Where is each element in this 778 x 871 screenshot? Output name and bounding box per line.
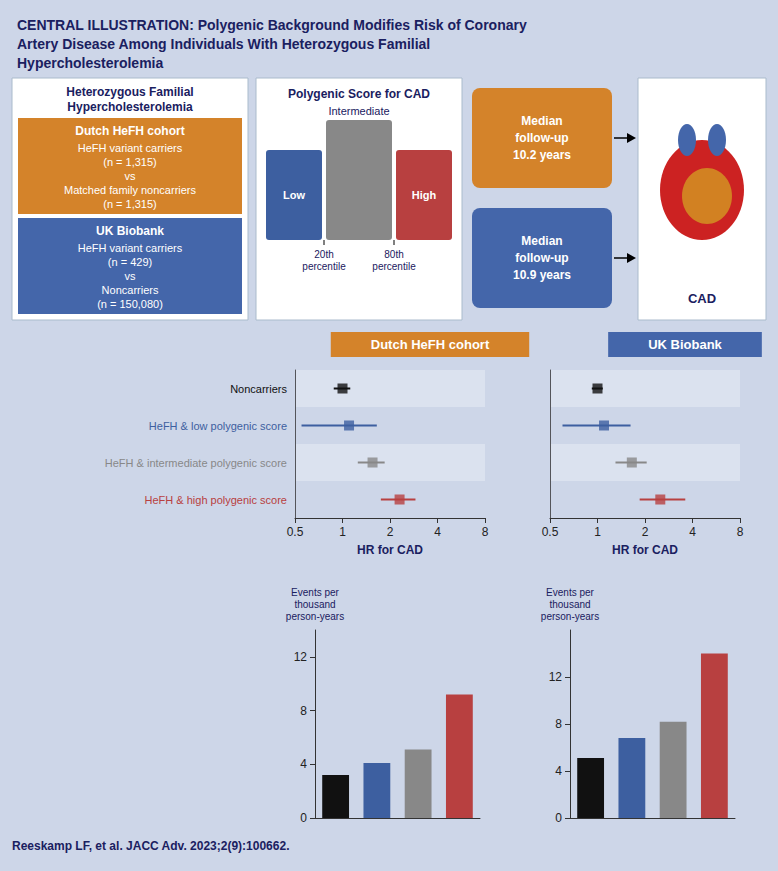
svg-text:HeFH & intermediate polygenic: HeFH & intermediate polygenic score bbox=[105, 457, 287, 469]
svg-text:person-years: person-years bbox=[286, 611, 344, 622]
svg-text:CENTRAL ILLUSTRATION: Polygeni: CENTRAL ILLUSTRATION: Polygenic Backgrou… bbox=[17, 17, 527, 33]
svg-text:vs: vs bbox=[125, 170, 137, 182]
svg-text:Median: Median bbox=[521, 114, 562, 128]
svg-text:Low: Low bbox=[283, 189, 305, 201]
svg-text:10.9 years: 10.9 years bbox=[513, 268, 571, 282]
svg-text:8: 8 bbox=[300, 704, 307, 718]
svg-text:4: 4 bbox=[300, 757, 307, 771]
svg-text:percentile: percentile bbox=[372, 261, 416, 272]
svg-text:12: 12 bbox=[294, 650, 308, 664]
svg-text:Hypercholesterolemia: Hypercholesterolemia bbox=[17, 55, 163, 71]
svg-text:80th: 80th bbox=[384, 249, 403, 260]
svg-text:Dutch HeFH cohort: Dutch HeFH cohort bbox=[75, 124, 184, 138]
svg-text:CAD: CAD bbox=[688, 291, 716, 306]
svg-text:8: 8 bbox=[482, 525, 489, 539]
svg-text:(n = 150,080): (n = 150,080) bbox=[97, 298, 163, 310]
svg-text:(n = 1,315): (n = 1,315) bbox=[103, 156, 157, 168]
svg-text:person-years: person-years bbox=[541, 611, 599, 622]
svg-text:4: 4 bbox=[434, 525, 441, 539]
svg-text:4: 4 bbox=[555, 764, 562, 778]
svg-text:Reeskamp LF, et al. JACC Adv.: Reeskamp LF, et al. JACC Adv. 2023;2(9):… bbox=[12, 839, 289, 853]
svg-text:HR for CAD: HR for CAD bbox=[357, 543, 423, 557]
svg-text:(n = 1,315): (n = 1,315) bbox=[103, 198, 157, 210]
svg-text:Hypercholesterolemia: Hypercholesterolemia bbox=[67, 100, 193, 114]
svg-text:0.5: 0.5 bbox=[287, 525, 304, 539]
svg-text:HeFH & low polygenic score: HeFH & low polygenic score bbox=[149, 420, 287, 432]
svg-text:Noncarriers: Noncarriers bbox=[230, 383, 287, 395]
svg-text:8: 8 bbox=[737, 525, 744, 539]
svg-text:Matched family noncarriers: Matched family noncarriers bbox=[64, 184, 197, 196]
svg-text:2: 2 bbox=[387, 525, 394, 539]
svg-text:Events per: Events per bbox=[546, 587, 594, 598]
svg-text:Events per: Events per bbox=[291, 587, 339, 598]
svg-text:1: 1 bbox=[339, 525, 346, 539]
svg-text:UK Biobank: UK Biobank bbox=[648, 337, 722, 352]
svg-text:HeFH & high polygenic score: HeFH & high polygenic score bbox=[145, 494, 287, 506]
svg-text:2: 2 bbox=[642, 525, 649, 539]
svg-text:Median: Median bbox=[521, 234, 562, 248]
svg-text:Dutch HeFH cohort: Dutch HeFH cohort bbox=[371, 337, 490, 352]
svg-text:follow-up: follow-up bbox=[515, 131, 568, 145]
svg-text:0.5: 0.5 bbox=[542, 525, 559, 539]
svg-text:(n = 429): (n = 429) bbox=[108, 256, 152, 268]
svg-text:UK Biobank: UK Biobank bbox=[96, 224, 164, 238]
svg-text:Heterozygous Familial: Heterozygous Familial bbox=[66, 85, 193, 99]
svg-text:0: 0 bbox=[300, 811, 307, 825]
svg-text:20th: 20th bbox=[314, 249, 333, 260]
svg-text:HeFH variant carriers: HeFH variant carriers bbox=[78, 142, 183, 154]
svg-text:percentile: percentile bbox=[302, 261, 346, 272]
svg-text:vs: vs bbox=[125, 270, 137, 282]
svg-text:Polygenic Score for CAD: Polygenic Score for CAD bbox=[288, 87, 430, 101]
svg-text:0: 0 bbox=[555, 811, 562, 825]
svg-text:1: 1 bbox=[594, 525, 601, 539]
svg-text:4: 4 bbox=[689, 525, 696, 539]
svg-text:thousand: thousand bbox=[549, 599, 590, 610]
svg-text:Artery Disease Among Individua: Artery Disease Among Individuals With He… bbox=[17, 36, 430, 52]
svg-text:thousand: thousand bbox=[294, 599, 335, 610]
svg-text:High: High bbox=[412, 189, 437, 201]
svg-text:Noncarriers: Noncarriers bbox=[102, 284, 159, 296]
svg-text:Intermediate: Intermediate bbox=[328, 105, 389, 117]
svg-text:10.2 years: 10.2 years bbox=[513, 148, 571, 162]
svg-text:HeFH variant carriers: HeFH variant carriers bbox=[78, 242, 183, 254]
svg-text:HR for CAD: HR for CAD bbox=[612, 543, 678, 557]
svg-text:8: 8 bbox=[555, 717, 562, 731]
svg-text:follow-up: follow-up bbox=[515, 251, 568, 265]
svg-text:12: 12 bbox=[549, 670, 563, 684]
